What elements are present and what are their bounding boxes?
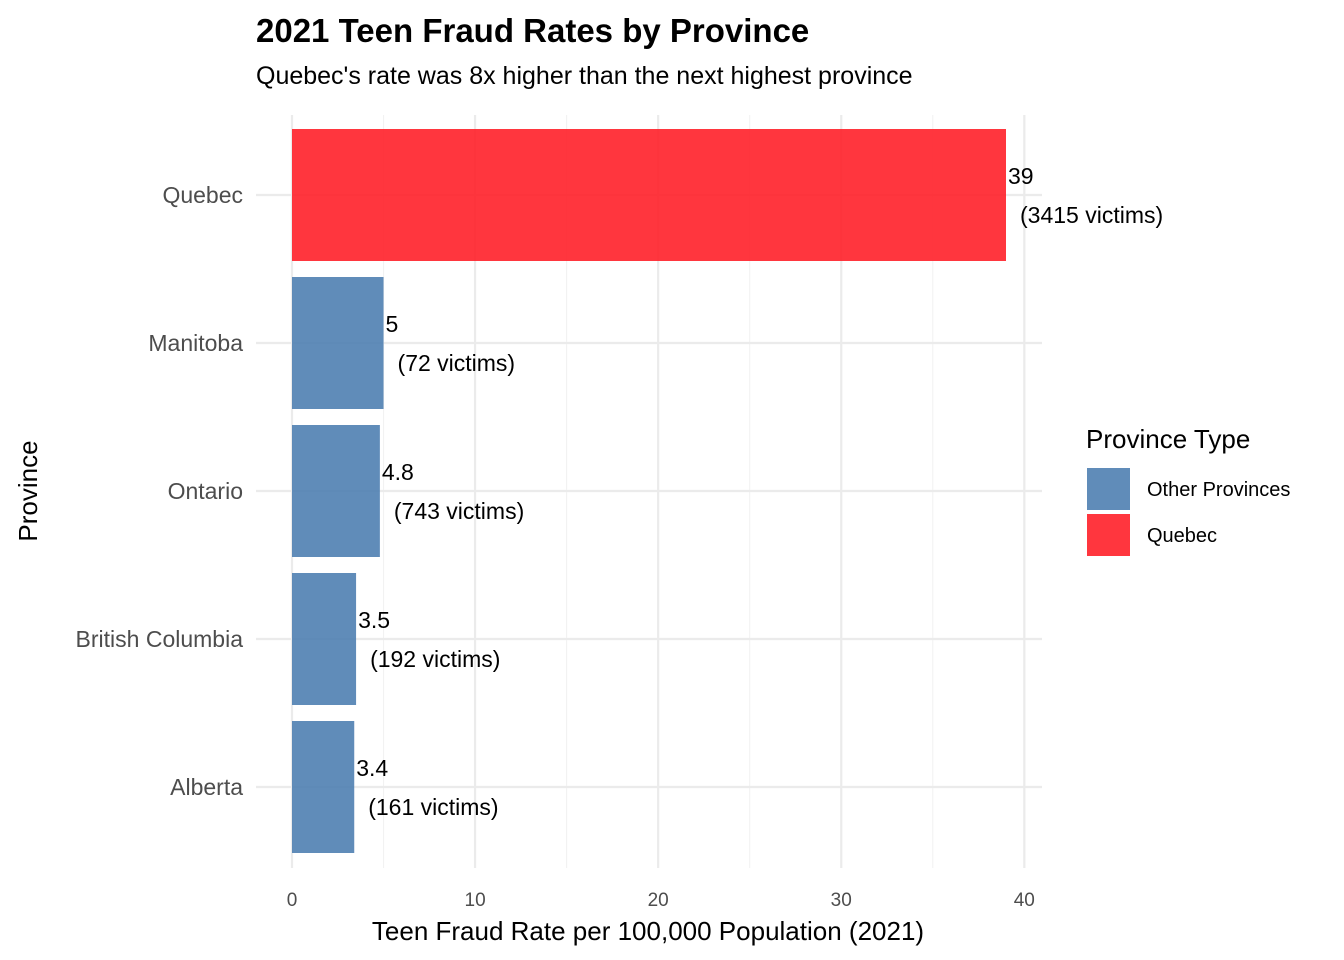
- y-axis-title: Province: [13, 440, 43, 541]
- legend-key: [1087, 514, 1130, 556]
- x-tick-label: 20: [648, 890, 669, 911]
- category-label: Quebec: [162, 182, 243, 208]
- x-tick-label: 0: [287, 890, 298, 911]
- category-label: Alberta: [170, 774, 243, 800]
- category-label: British Columbia: [76, 626, 244, 652]
- legend-label: Quebec: [1147, 525, 1217, 547]
- category-label: Ontario: [168, 478, 243, 504]
- bar-manitoba: [292, 277, 384, 409]
- bar-british-columbia: [292, 573, 357, 705]
- bar-victims-label: (3415 victims): [1020, 202, 1163, 228]
- x-tick-labels: 0 10 20 30 40: [287, 890, 1035, 911]
- category-labels: Quebec Manitoba Ontario British Columbia Alb…: [76, 182, 244, 800]
- bar-quebec: [292, 129, 1006, 261]
- legend-label: Other Provinces: [1147, 479, 1290, 501]
- bar-value-label: 5: [386, 311, 399, 337]
- bar-value-label: 3.5: [358, 607, 390, 633]
- chart-subtitle: Quebec's rate was 8x higher than the nex…: [256, 62, 913, 90]
- bar-value-label: 39: [1008, 163, 1034, 189]
- bar-alberta: [292, 721, 355, 853]
- category-label: Manitoba: [148, 330, 243, 356]
- legend-title: Province Type: [1086, 424, 1250, 454]
- x-tick-label: 30: [831, 890, 852, 911]
- bar-ontario: [292, 425, 380, 557]
- x-axis-title: Teen Fraud Rate per 100,000 Population (…: [372, 916, 924, 946]
- bar-value-label: 4.8: [382, 459, 414, 485]
- bar-victims-label: (161 victims): [368, 794, 498, 820]
- chart-title: 2021 Teen Fraud Rates by Province: [256, 12, 809, 49]
- x-tick-label: 10: [465, 890, 486, 911]
- bar-victims-label: (192 victims): [370, 646, 500, 672]
- legend: Province Type Other Provinces Quebec: [1086, 424, 1290, 556]
- bar-labels: 39 (3415 victims) 5 (72 victims) 4.8 (743 vic…: [356, 163, 1163, 820]
- bar-victims-label: (743 victims): [394, 498, 524, 524]
- x-tick-label: 40: [1014, 890, 1035, 911]
- bar-value-label: 3.4: [356, 755, 388, 781]
- legend-key: [1087, 468, 1130, 510]
- bars: [292, 129, 1006, 853]
- bar-victims-label: (72 victims): [398, 350, 516, 376]
